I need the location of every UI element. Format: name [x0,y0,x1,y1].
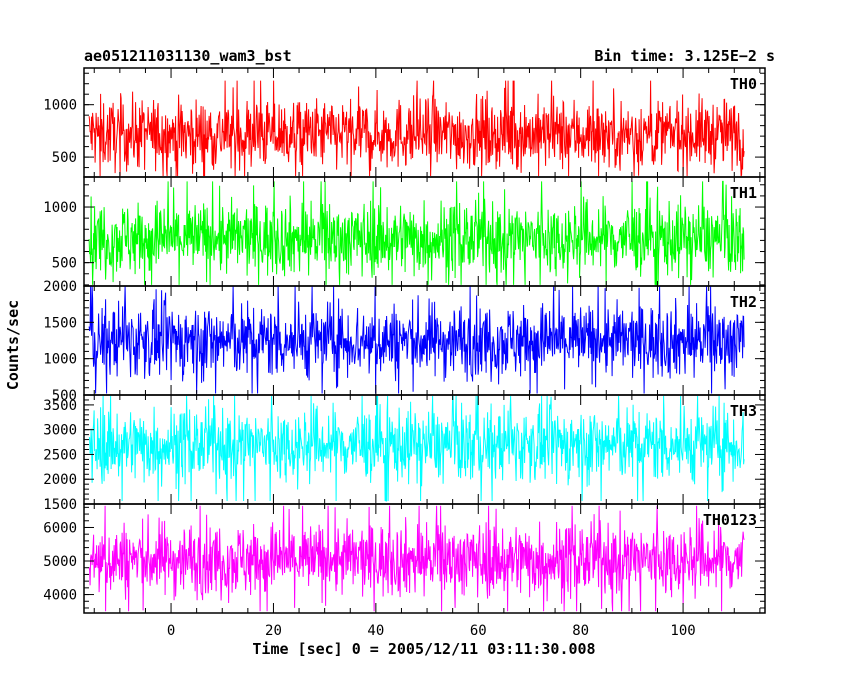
x-axis-label: Time [sec] 0 = 2005/12/11 03:11:30.008 [252,640,595,658]
y-tick-label-th0: 1000 [43,98,77,114]
x-tick-label: 0 [167,623,175,639]
x-tick-label: 80 [572,623,589,639]
y-tick-label-th2: 2000 [43,279,77,295]
panel-label-th0123: TH0123 [703,511,757,529]
y-tick-label-th0: 500 [52,150,77,166]
x-tick-label: 40 [367,623,384,639]
panel-label-th1: TH1 [730,184,757,202]
y-tick-label-th0123: 5000 [43,554,77,570]
y-tick-label-th3: 3000 [43,423,77,439]
y-tick-label-th1: 500 [52,256,77,272]
panel-label-th2: TH2 [730,293,757,311]
panel-label-th0: TH0 [730,75,757,93]
x-tick-label: 20 [265,623,282,639]
bin-time-label: Bin time: 3.125E−2 s [594,47,775,65]
y-tick-label-th1: 1000 [43,200,77,216]
y-tick-label-th2: 500 [52,388,77,404]
chart-title: ae051211031130_wam3_bst [84,47,292,65]
series-line-th0 [88,80,745,177]
x-tick-label: 100 [670,623,695,639]
y-tick-label-th3: 1500 [43,497,77,513]
series-line-th1 [88,180,745,286]
y-tick-label-th0123: 6000 [43,520,77,536]
y-tick-label-th2: 1000 [43,352,77,368]
panel-frame-th0123 [83,503,766,614]
y-tick-label-th0123: 4000 [43,588,77,604]
y-tick-label-th3: 2500 [43,447,77,463]
y-tick-label-th2: 1500 [43,315,77,331]
panels-group: 5001000TH05001000TH1500100015002000TH215… [43,67,766,639]
series-line-th2 [88,285,745,394]
series-line-th3 [88,395,745,502]
y-axis-label: Counts/sec [4,300,22,390]
y-tick-label-th3: 2000 [43,472,77,488]
panel-label-th3: TH3 [730,402,757,420]
series-line-th0123 [88,505,745,612]
y-tick-label-th3: 3500 [43,398,77,414]
x-tick-label: 60 [470,623,487,639]
